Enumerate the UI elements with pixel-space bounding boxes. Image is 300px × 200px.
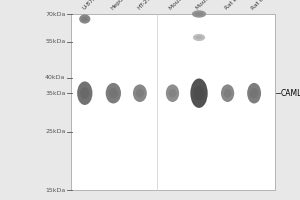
Ellipse shape xyxy=(79,14,90,24)
Text: CAMLG: CAMLG xyxy=(280,89,300,98)
Text: HepG2: HepG2 xyxy=(110,0,128,11)
Text: HT-29: HT-29 xyxy=(136,0,152,11)
Text: Mouse thymus: Mouse thymus xyxy=(169,0,203,11)
Text: Rat thymus: Rat thymus xyxy=(250,0,278,11)
Ellipse shape xyxy=(195,36,203,39)
Ellipse shape xyxy=(221,84,234,102)
Text: 40kDa: 40kDa xyxy=(45,75,65,80)
Ellipse shape xyxy=(192,10,206,18)
Ellipse shape xyxy=(169,89,176,98)
Ellipse shape xyxy=(166,84,179,102)
Ellipse shape xyxy=(224,89,232,98)
Ellipse shape xyxy=(247,83,261,103)
Ellipse shape xyxy=(77,81,92,105)
Ellipse shape xyxy=(250,88,258,98)
Text: 55kDa: 55kDa xyxy=(45,39,65,44)
Ellipse shape xyxy=(136,89,144,98)
Ellipse shape xyxy=(81,17,88,21)
Bar xyxy=(70,14,274,190)
Ellipse shape xyxy=(194,86,204,101)
Text: Rat brain: Rat brain xyxy=(224,0,247,11)
Ellipse shape xyxy=(80,87,89,99)
Text: U-87MG: U-87MG xyxy=(81,0,101,11)
Ellipse shape xyxy=(106,83,121,103)
Ellipse shape xyxy=(193,34,205,41)
Ellipse shape xyxy=(190,78,208,108)
Text: 25kDa: 25kDa xyxy=(45,129,65,134)
Ellipse shape xyxy=(195,12,203,16)
Ellipse shape xyxy=(133,84,147,102)
Text: 15kDa: 15kDa xyxy=(45,188,65,192)
Ellipse shape xyxy=(109,88,118,98)
Text: 70kDa: 70kDa xyxy=(45,11,65,17)
Text: 35kDa: 35kDa xyxy=(45,91,65,96)
Text: Mouse testis: Mouse testis xyxy=(196,0,225,11)
